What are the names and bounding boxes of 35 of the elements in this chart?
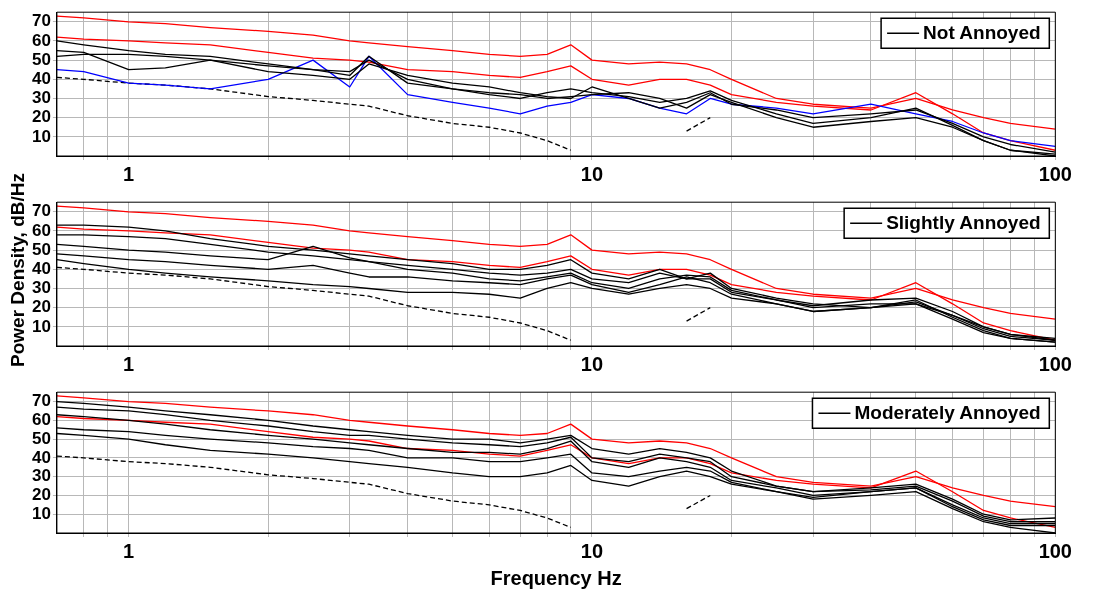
x-tick-label: 100: [1038, 352, 1072, 375]
y-tick-label: 70: [31, 201, 51, 221]
y-tick-label: 60: [31, 410, 51, 430]
y-axis-title: Power Density, dB/Hz: [7, 173, 29, 367]
x-tick-label: 1: [123, 539, 135, 562]
y-tick-label: 50: [31, 49, 51, 69]
y-tick-label: 30: [31, 88, 51, 108]
y-tick-label: 10: [31, 126, 51, 146]
legend-label: Moderately Annoyed: [854, 402, 1041, 424]
y-tick-label: 40: [31, 447, 51, 467]
x-tick-label: 10: [580, 162, 604, 185]
y-tick-label: 20: [31, 485, 51, 505]
y-tick-label: 10: [31, 316, 51, 336]
y-tick-label: 60: [31, 220, 51, 240]
x-tick-label: 10: [580, 352, 604, 375]
y-tick-label: 40: [31, 258, 51, 278]
y-tick-label: 20: [31, 297, 51, 317]
legend-label: Not Annoyed: [923, 22, 1041, 44]
y-tick-label: 50: [31, 428, 51, 448]
y-tick-label: 70: [31, 11, 51, 31]
y-tick-label: 30: [31, 278, 51, 298]
x-axis-title: Frequency Hz: [490, 566, 622, 589]
x-tick-label: 1: [123, 352, 135, 375]
y-tick-label: 70: [31, 391, 51, 411]
y-tick-label: 40: [31, 68, 51, 88]
x-tick-label: 100: [1038, 162, 1072, 185]
y-tick-label: 10: [31, 503, 51, 523]
y-tick-label: 30: [31, 466, 51, 486]
x-tick-label: 100: [1038, 539, 1072, 562]
legend-label: Slightly Annoyed: [886, 212, 1041, 234]
x-tick-label: 1: [123, 162, 135, 185]
x-tick-label: 10: [580, 539, 604, 562]
y-tick-label: 60: [31, 30, 51, 50]
y-tick-label: 20: [31, 107, 51, 127]
y-tick-label: 50: [31, 239, 51, 259]
